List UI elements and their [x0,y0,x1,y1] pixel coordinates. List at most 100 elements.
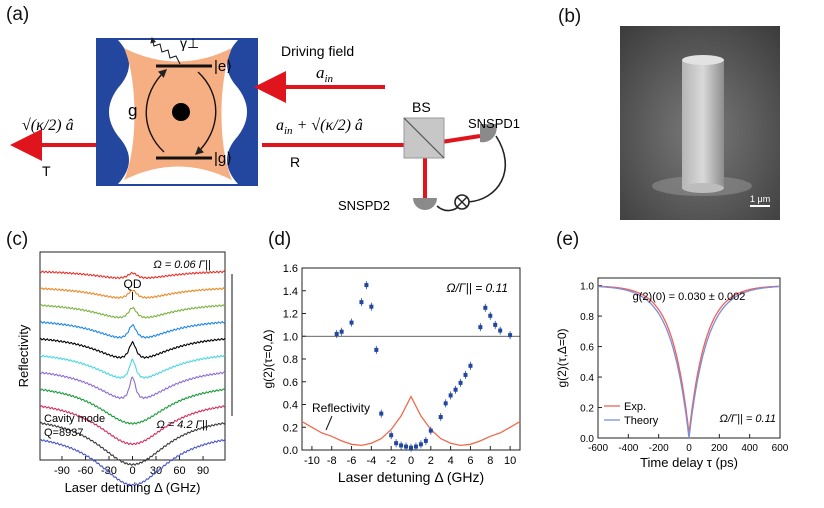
spectrum-line-10 [39,421,226,467]
beam-splitter-label: BS [412,99,431,115]
data-point [468,363,473,368]
reflected-field-label: ain + √(κ/2) â [276,117,363,137]
quantum-dot [172,103,190,121]
panel-label-e: (e) [556,229,580,250]
data-point [359,300,364,305]
y-tick-label: 0.4 [283,400,298,412]
x-tick-label: -30 [101,465,117,477]
y-tick-label: 0.8 [283,354,298,366]
snspd2-label: SNSPD2 [338,198,390,213]
x-tick-label: 8 [487,455,493,467]
x-axis-label: Time delay τ (ps) [640,455,738,470]
data-point [394,441,399,446]
legend-label: Theory [624,415,659,427]
y-tick-label: 0.0 [283,445,298,457]
snspd1-label: SNSPD1 [468,116,520,131]
y-tick-label: 0.2 [283,422,298,434]
data-point [349,320,354,325]
x-axis-label: Laser detuning Δ (GHz) [338,469,484,485]
ground-state-label: |g⟩ [214,150,232,167]
data-point [409,445,413,450]
data-point [488,313,493,318]
spectrum-line-1 [39,270,226,280]
panel-label-c: (c) [6,229,29,250]
x-tick-label: 2 [428,455,434,467]
driving-field-label: Driving field [281,43,354,59]
spectrum-line-6 [39,354,226,379]
spectrum-line-9 [39,405,226,446]
data-point [413,444,418,449]
scale-label: 1 μm [750,194,770,204]
reflectivity-arrow [325,415,333,431]
data-point [334,331,339,336]
micropillar [682,60,724,188]
data-point [423,438,428,443]
y-tick-label: 0.4 [580,373,594,384]
y-tick-label: 1.4 [283,286,298,298]
y-axis-label: g(2)(τ,Δ=0) [555,328,569,387]
x-tick-label: 4 [448,455,454,467]
y-tick-label: 1.0 [580,282,594,293]
qd-annotation: QD [124,277,142,291]
x-axis-label: Laser detuning Δ (GHz) [65,480,201,495]
x-tick-label: -4 [366,455,376,467]
x-tick-label: 10 [504,455,516,467]
y-tick-label: 0.8 [580,312,594,323]
data-point [418,442,423,447]
data-point [508,333,513,338]
data-point [364,283,369,288]
data-point [483,305,488,310]
sem-image: 1 μm [620,26,780,220]
panel-label-b: (b) [558,6,582,27]
snspd2-detector [413,198,437,210]
y-tick-label: 1.0 [283,331,298,343]
x-tick-label: -8 [327,455,337,467]
x-tick-label: -2 [386,455,396,467]
chart-c: -90 -60 -30 0 30 60 90 Laser detuning Δ (GHz) Re… [16,251,233,495]
g2-zero-annotation: g(2)(0) = 0.030 ± 0.002 [633,291,746,303]
x-tick-label: 600 [772,443,789,454]
x-tick-label: -60 [78,465,94,477]
spectrum-line-8 [39,388,226,425]
x-tick-label: -200 [649,443,669,454]
y-tick-label: 0.2 [580,404,594,415]
chart-e: -600 -400 -200 0 200 400 600 0.0 0.2 0.4 0.6 0.8 1.0… [555,277,789,470]
y-axis-label: Reflectivity [16,324,31,387]
x-tick-label: 400 [741,443,758,454]
x-tick-label: 60 [173,465,185,477]
x-tick-label: -400 [618,443,638,454]
y-tick-label: 0.0 [580,434,594,445]
data-point [498,328,503,333]
a-in-label: ain [316,63,334,85]
data-point [458,380,463,385]
excited-state-label: |e⟩ [214,58,232,75]
x-tick-label: -10 [304,455,320,467]
y-axis-label: g(2)(τ=0,Δ) [262,329,275,388]
data-point [463,372,468,377]
omega-annotation: Ω/Γ|| = 0.11 [719,413,776,425]
y-tick-label: 0.6 [283,377,298,389]
spectrum-line-2 [39,287,226,300]
spectrum-line-11 [40,438,226,487]
data-point [438,415,443,420]
omega-top-annotation: Ω = 0.06 Γ|| [153,259,211,271]
snspd1-detector [480,124,497,143]
data-point [374,347,379,352]
data-point [399,443,404,448]
x-tick-label: 30 [150,465,162,477]
spectrum-line-5 [39,337,226,359]
x-tick-label: 0 [408,455,414,467]
omega-annotation: Ω/Γ|| = 0.11 [446,281,508,295]
data-point [448,393,453,398]
data-point [379,411,384,416]
x-tick-label: -600 [588,443,608,454]
y-tick-label: 1.6 [283,263,298,275]
spectrum-line-3 [39,304,226,319]
cavity-mode-annotation: Cavity mode [44,413,105,425]
q-factor-annotation: Q=8937 [44,427,83,439]
reflected-label: R [290,154,300,170]
data-point [404,444,409,449]
data-point [339,329,344,334]
data-point [389,433,394,438]
y-tick-label: 0.6 [580,343,594,354]
